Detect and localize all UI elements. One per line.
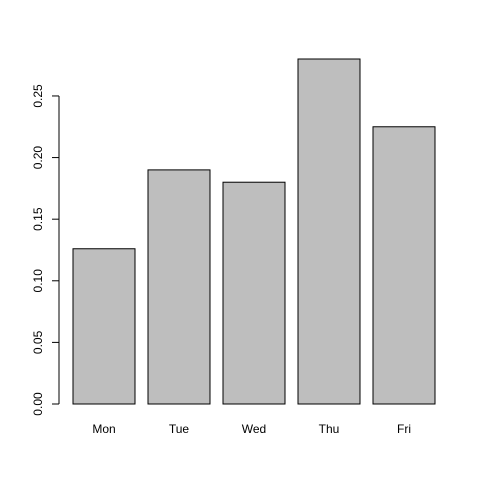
y-tick-label: 0.20 xyxy=(31,146,45,170)
x-tick-label-fri: Fri xyxy=(397,422,411,436)
y-axis: 0.00 0.05 0.10 0.15 0.20 0.25 xyxy=(31,84,60,416)
x-tick-label-tue: Tue xyxy=(169,422,190,436)
bars-group xyxy=(72,58,436,405)
y-tick-label: 0.15 xyxy=(31,207,45,231)
bar-wed xyxy=(222,181,286,405)
x-tick-label-wed: Wed xyxy=(242,422,266,436)
y-tick-label: 0.25 xyxy=(31,84,45,108)
bar-mon xyxy=(72,248,136,405)
bar-tue xyxy=(147,169,211,405)
x-tick-label-thu: Thu xyxy=(319,422,340,436)
bar-fri xyxy=(372,126,436,405)
y-tick-label: 0.05 xyxy=(31,330,45,354)
y-tick-label: 0.00 xyxy=(31,392,45,416)
bar-thu xyxy=(297,58,361,405)
x-tick-labels-group: Mon Tue Wed Thu Fri xyxy=(92,422,411,436)
y-tick-label: 0.10 xyxy=(31,269,45,293)
x-tick-label-mon: Mon xyxy=(92,422,115,436)
